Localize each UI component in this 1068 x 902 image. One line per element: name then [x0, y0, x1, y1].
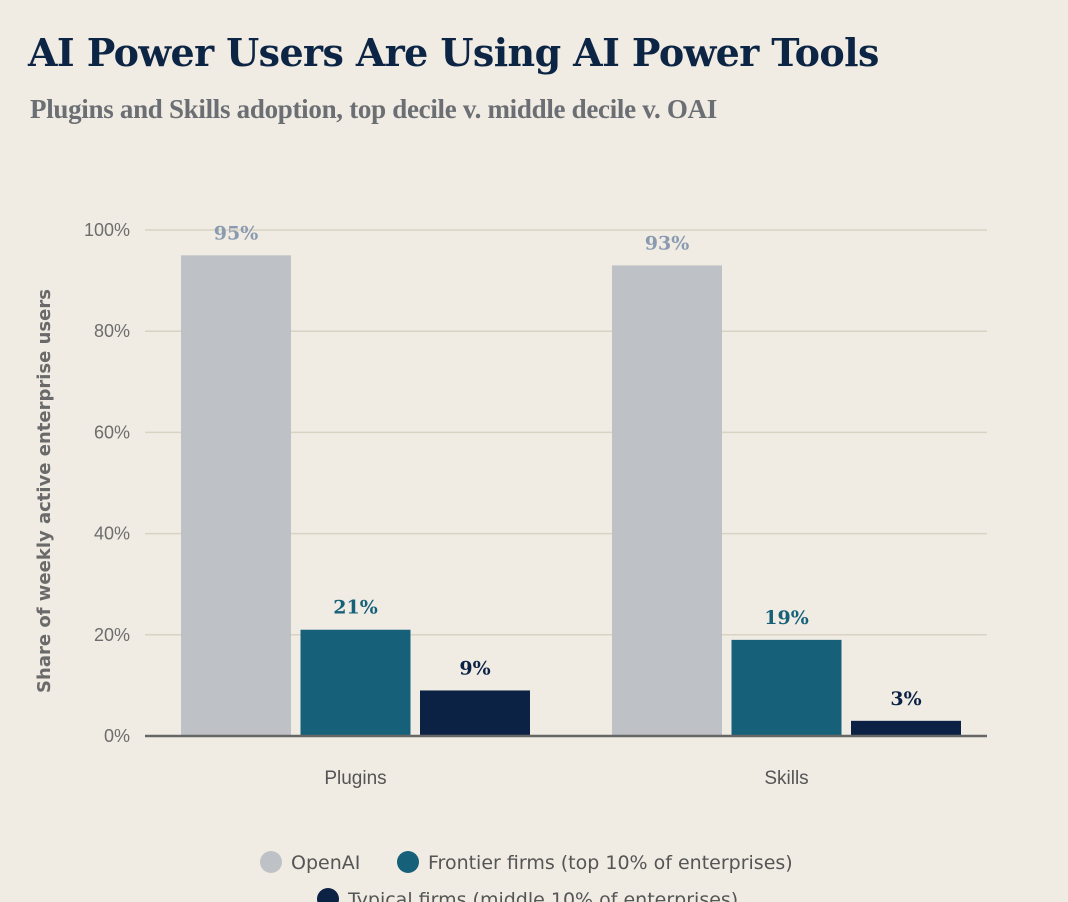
bar — [420, 690, 530, 736]
data-label: 95% — [214, 222, 259, 244]
data-label: 9% — [459, 657, 490, 679]
y-tick-label: 0% — [104, 726, 130, 746]
chart-subtitle: Plugins and Skills adoption, top decile … — [30, 94, 717, 124]
bar — [300, 629, 411, 736]
data-label: 19% — [764, 607, 809, 629]
legend-label: Typical firms (middle 10% of enterprises… — [347, 889, 738, 902]
y-tick-label: 60% — [94, 422, 130, 442]
data-label: 3% — [890, 688, 921, 710]
bar — [181, 255, 291, 737]
x-category-label: Plugins — [324, 768, 386, 789]
legend-label: OpenAI — [291, 852, 360, 874]
bars — [181, 255, 961, 737]
legend-swatch — [260, 851, 282, 873]
x-axis-categories: Plugins Skills — [324, 768, 808, 789]
y-tick-label: 20% — [94, 625, 130, 645]
legend: OpenAI Frontier firms (top 10% of enterpr… — [260, 851, 793, 902]
y-axis-ticks: 0% 20% 40% 60% 80% 100% — [84, 220, 130, 746]
bar — [851, 720, 961, 736]
data-label: 93% — [645, 232, 690, 254]
data-labels: 95% 21% 9% 93% 19% 3% — [214, 222, 922, 710]
x-category-label: Skills — [764, 768, 808, 789]
legend-swatch — [397, 851, 419, 873]
bar — [612, 265, 722, 736]
legend-swatch — [317, 888, 339, 902]
bar — [731, 639, 842, 736]
y-axis-label: Share of weekly active enterprise users — [34, 289, 55, 693]
legend-label: Frontier firms (top 10% of enterprises) — [428, 852, 793, 874]
data-label: 21% — [333, 597, 378, 619]
chart-title: AI Power Users Are Using AI Power Tools — [28, 30, 879, 75]
y-tick-label: 80% — [94, 321, 130, 341]
y-tick-label: 40% — [94, 524, 130, 544]
y-tick-label: 100% — [84, 220, 130, 240]
